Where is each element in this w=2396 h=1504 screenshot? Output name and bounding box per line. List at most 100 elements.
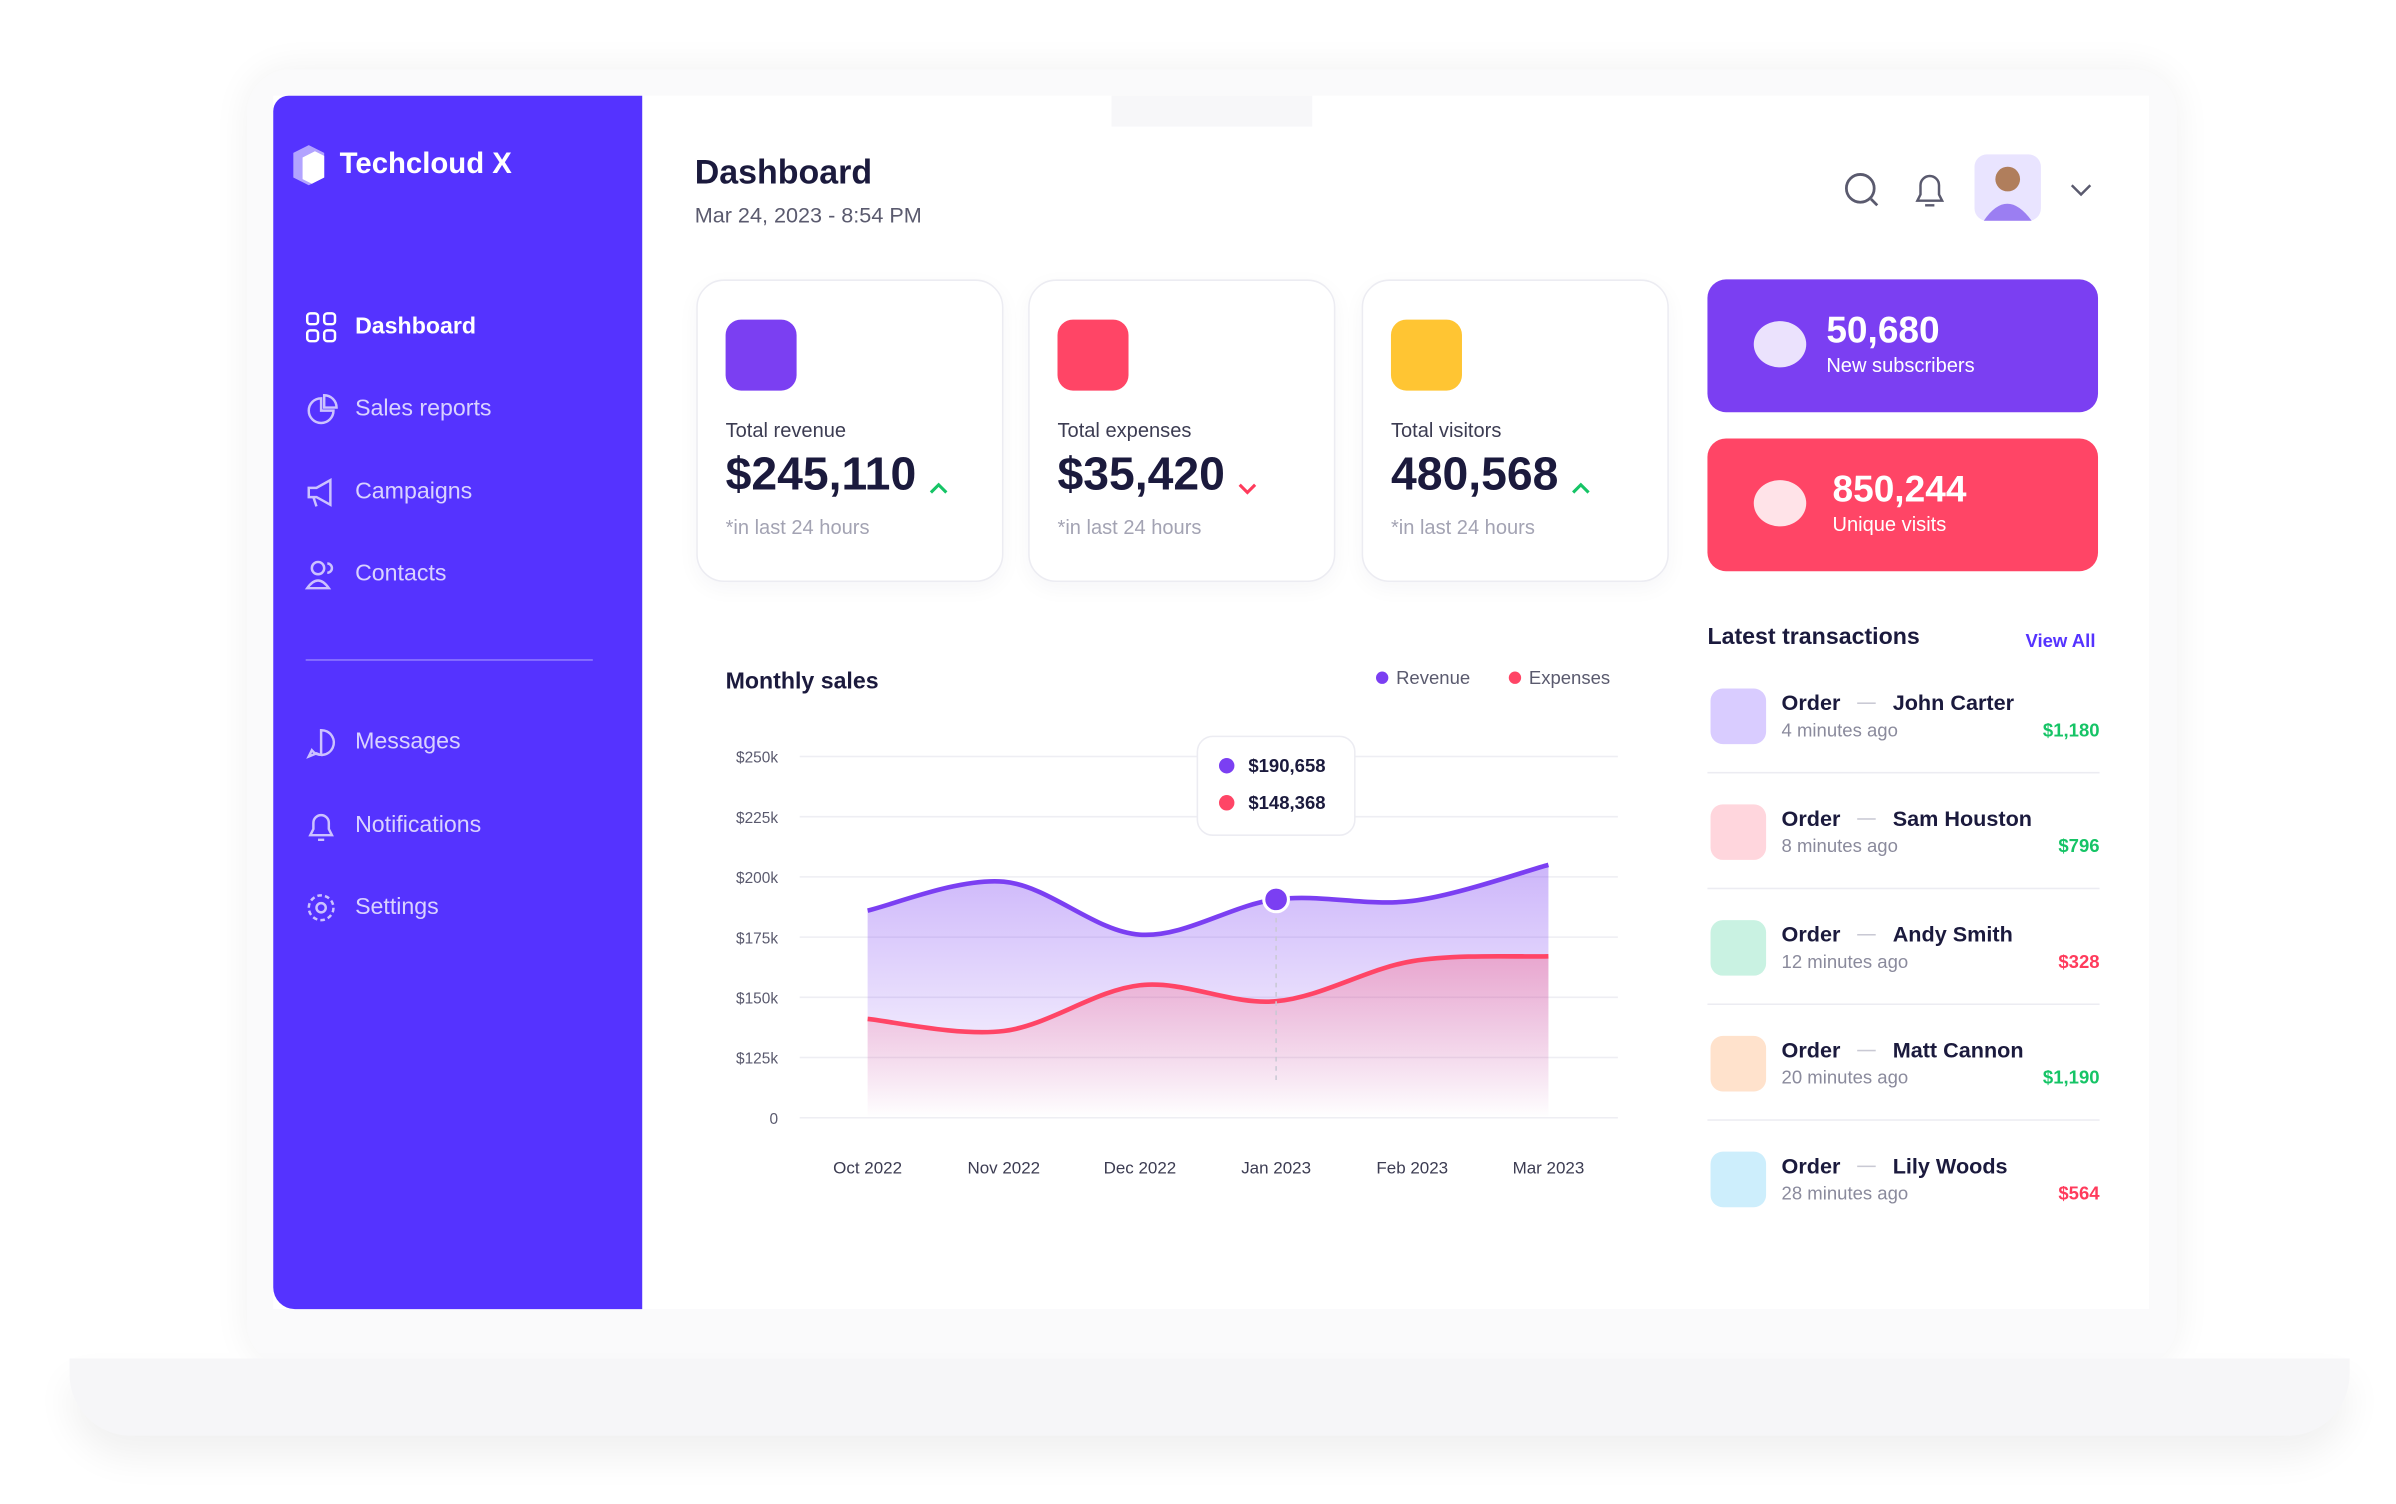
tx-amount: $1,180 [2042,719,2100,742]
highlight-icon [1753,480,1807,527]
stat-value: $35,420 [1057,449,1225,501]
nav-icon [307,478,332,507]
tooltip-value: $190,658 [1248,755,1325,776]
stat-icon [725,319,797,391]
tx-avatar [1710,688,1767,745]
nav-icon [306,728,336,759]
tx-amount: $796 [2058,835,2100,857]
stat-note: *in last 24 hours [1057,515,1202,539]
page-title: Dashboard [694,152,873,192]
tx-divider [1707,1003,2100,1006]
nav-divider [305,659,593,661]
highlight-label: Unique visits [1832,512,1947,536]
highlight-value: 50,680 [1826,310,1940,352]
tx-name: Sam Houston [1892,805,2033,831]
x-tick-label: Jan 2023 [1241,1158,1311,1177]
tx-time: 4 minutes ago [1781,719,1898,742]
x-tick-label: Dec 2022 [1104,1158,1177,1177]
y-tick-label: $200k [736,870,778,887]
x-tick-label: Mar 2023 [1513,1158,1585,1177]
tx-label: Order [1781,1153,1841,1178]
tx-label: Order [1781,805,1841,831]
tx-dash [1857,702,1876,704]
nav-item[interactable]: Sales reports [355,395,492,422]
nav-item[interactable]: Campaigns [355,478,473,505]
menu-chevron[interactable] [2070,184,2092,197]
y-tick-label: $175k [736,930,778,947]
stat-label: Total expenses [1057,418,1192,442]
page-date: Mar 24, 2023 - 8:54 PM [694,202,922,227]
nav-item[interactable]: Messages [355,728,461,755]
tx-dash [1857,818,1876,820]
tx-label: Order [1781,921,1841,947]
nav-item[interactable]: Dashboard [355,313,477,340]
stat-icon [1390,319,1462,391]
y-tick-label: $150k [736,990,778,1007]
legend-label: Revenue [1396,667,1470,688]
x-tick-label: Oct 2022 [833,1158,902,1177]
logo [293,145,325,186]
notch [1111,95,1313,127]
nav-icon [307,393,338,425]
nav-item[interactable]: Notifications [355,812,482,839]
nav-icon [305,312,337,343]
series-line [867,953,1549,1035]
tx-label: Order [1781,1037,1841,1063]
highlight-label: New subscribers [1826,353,1975,377]
laptop-base [69,1358,2350,1436]
tx-time: 20 minutes ago [1781,1066,1909,1089]
tx-name: John Carter [1892,690,2015,715]
tx-divider [1707,1119,2100,1121]
transactions-title: Latest transactions [1707,623,1920,650]
tx-amount: $1,190 [2042,1066,2100,1089]
tx-divider [1707,771,2100,774]
tx-dash [1857,1165,1876,1168]
y-tick-label: $250k [736,750,778,767]
view-all[interactable]: View All [2025,629,2096,652]
nav-icon [307,894,335,922]
sidebar [273,95,643,1310]
highlight-value: 850,244 [1832,469,1967,511]
search-icon[interactable] [1844,173,1876,204]
tx-time: 28 minutes ago [1781,1182,1909,1205]
tx-label: Order [1781,690,1841,715]
tx-name: Andy Smith [1892,921,2013,947]
y-tick-label: 0 [769,1111,778,1128]
tx-dash [1857,1049,1876,1052]
stat-label: Total visitors [1390,418,1502,442]
tx-name: Matt Cannon [1892,1037,2024,1063]
series-line [867,862,1550,938]
header-icons [1844,154,2092,221]
tx-avatar [1710,1035,1767,1092]
tx-avatar [1710,804,1767,860]
legend-dot [1375,671,1389,684]
x-tick-label: Feb 2023 [1376,1158,1448,1177]
tooltip-value: $148,368 [1248,792,1325,813]
stat-note: *in last 24 hours [725,515,870,539]
stat-icon [1057,319,1129,391]
chart-title: Monthly sales [726,668,879,694]
legend-label: Expenses [1529,667,1610,688]
tooltip [1196,735,1356,836]
tx-amount: $328 [2058,950,2100,973]
x-tick-label: Nov 2022 [967,1158,1040,1177]
bell-icon[interactable] [1915,174,1945,207]
nav-item[interactable]: Settings [355,893,439,921]
y-tick-label: $225k [736,810,778,827]
tooltip-dot [1218,758,1235,774]
brand: Techcloud X [339,148,512,181]
tx-amount: $564 [2058,1182,2100,1205]
stat-note: *in last 24 hours [1390,515,1535,539]
nav-icon [304,560,334,590]
tx-time: 8 minutes ago [1781,835,1898,857]
highlight-icon [1753,321,1807,368]
tx-avatar [1710,920,1767,976]
nav-item[interactable]: Contacts [355,560,447,587]
tx-name: Lily Woods [1892,1153,2008,1178]
trend-arrow [929,482,948,494]
stat-value: 480,568 [1390,449,1559,501]
y-tick-label: $125k [736,1051,778,1068]
